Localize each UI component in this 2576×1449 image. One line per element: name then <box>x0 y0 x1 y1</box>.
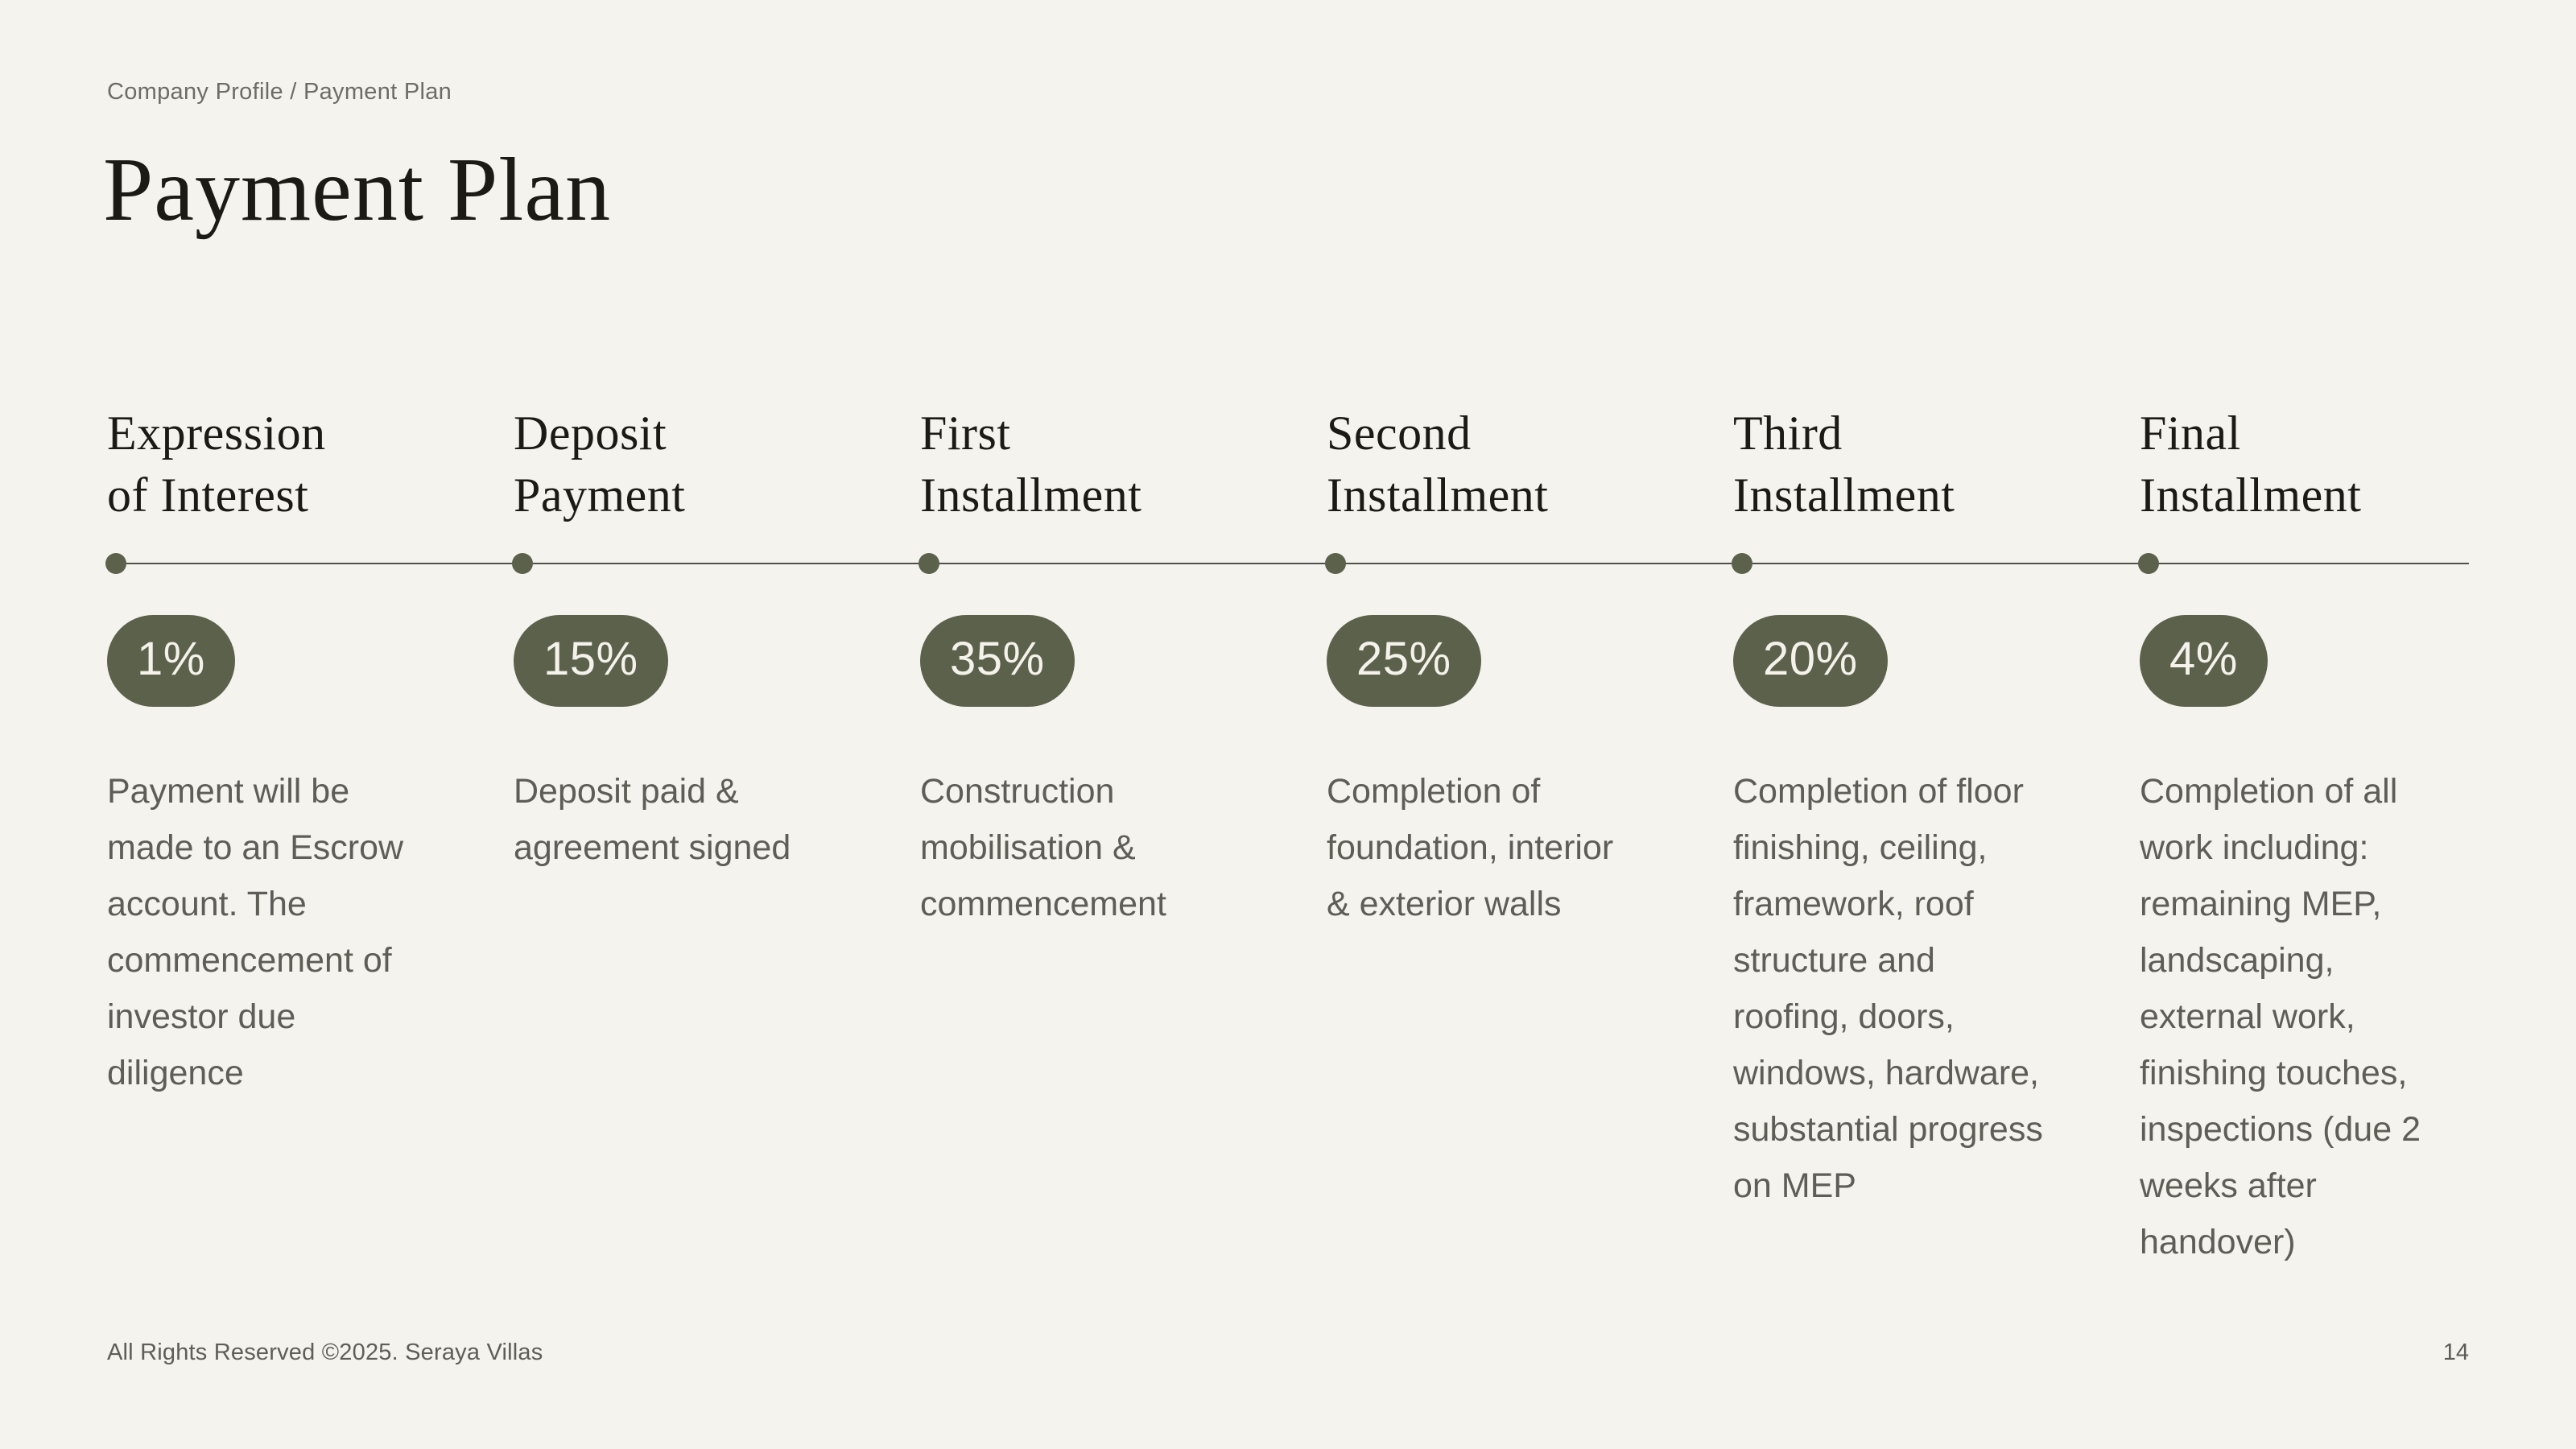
stage-description: Construction mobilisation & commencement <box>920 772 1166 923</box>
stage-description: Completion of all work including: remain… <box>2140 772 2421 1261</box>
timeline-dot <box>105 553 126 574</box>
footer-copyright: All Rights Reserved ©2025. Seraya Villas <box>107 1340 543 1365</box>
stage-title: Third Installment <box>1733 407 1955 522</box>
page-number: 14 <box>2442 1340 2469 1365</box>
stage-title: Second Installment <box>1327 407 1549 522</box>
percent-badge: 20% <box>1733 615 1888 707</box>
stage-headers-row: Expression of Interest Deposit Payment Fir… <box>107 402 2546 526</box>
timeline-line <box>107 563 2469 564</box>
stage-description: Payment will be made to an Escrow accoun… <box>107 772 404 1092</box>
stage-description: Completion of foundation, interior & ext… <box>1327 772 1614 923</box>
page-title: Payment Plan <box>103 140 612 240</box>
percent-badge: 1% <box>107 615 235 707</box>
percent-badge: 4% <box>2140 615 2268 707</box>
stage-descriptions-row: Payment will be made to an Escrow accoun… <box>107 763 2546 1270</box>
breadcrumb: Company Profile / Payment Plan <box>107 79 452 105</box>
timeline-dot <box>1732 553 1752 574</box>
percent-badge: 25% <box>1327 615 1481 707</box>
percent-badge: 35% <box>920 615 1075 707</box>
timeline-dot <box>2138 553 2159 574</box>
stage-title: Expression of Interest <box>107 407 326 522</box>
stage-title: First Installment <box>920 407 1142 522</box>
percent-badge: 15% <box>514 615 668 707</box>
timeline-dot <box>512 553 533 574</box>
timeline-dot <box>919 553 939 574</box>
stage-description: Deposit paid & agreement signed <box>514 772 791 867</box>
stage-description: Completion of floor finishing, ceiling, … <box>1733 772 2043 1205</box>
stage-title: Deposit Payment <box>514 407 686 522</box>
percent-badges-row: 1% 15% 35% 25% 20% 4% <box>107 615 2546 707</box>
timeline-dot <box>1325 553 1346 574</box>
stage-title: Final Installment <box>2140 407 2362 522</box>
